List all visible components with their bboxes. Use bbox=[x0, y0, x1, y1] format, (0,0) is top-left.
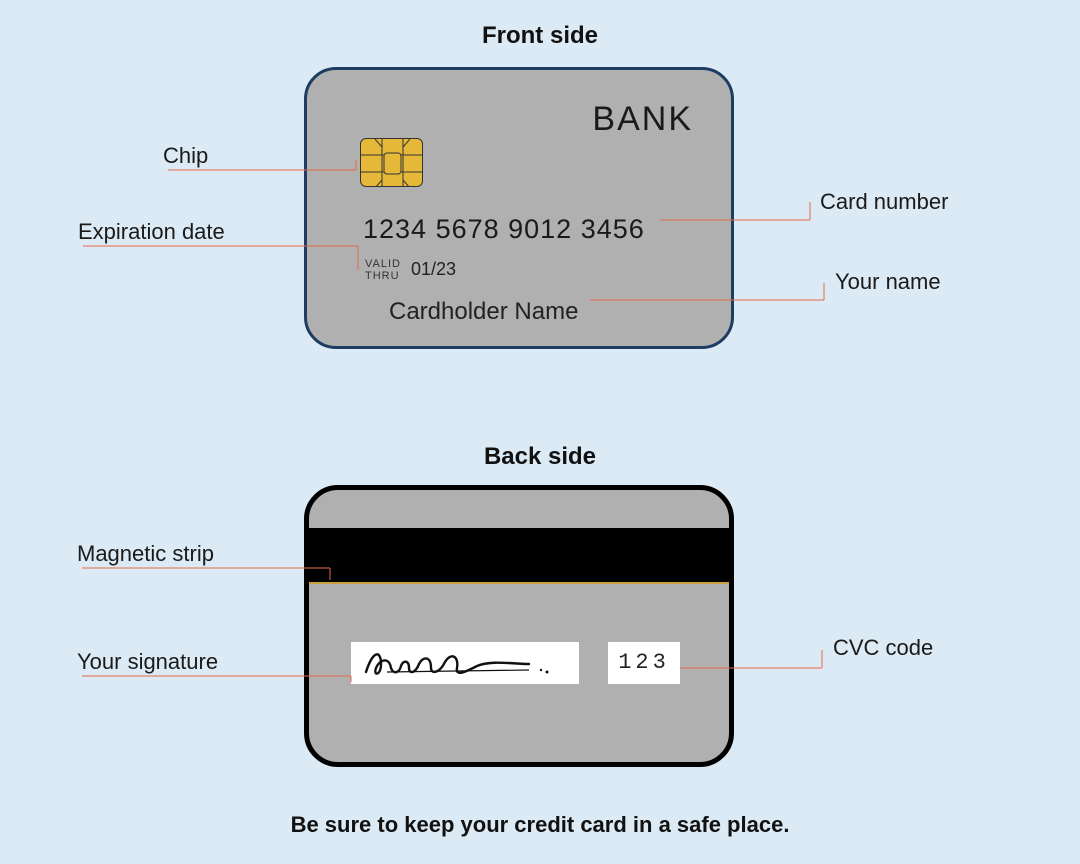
expiry-text: 01/23 bbox=[411, 259, 456, 280]
valid-thru-line2: THRU bbox=[365, 270, 401, 282]
chip-icon bbox=[360, 138, 423, 187]
magstripe-accent-line bbox=[309, 582, 729, 584]
bank-label: BANK bbox=[592, 100, 693, 139]
label-your-signature: Your signature bbox=[77, 649, 218, 675]
front-heading: Front side bbox=[0, 22, 1080, 50]
valid-thru-label: VALID THRU bbox=[365, 258, 401, 282]
card-back: 123 bbox=[304, 485, 734, 767]
diagram-stage: Front side Back side BANK 1234 5678 9012… bbox=[0, 0, 1080, 864]
magnetic-stripe bbox=[309, 528, 729, 582]
label-chip: Chip bbox=[163, 143, 208, 169]
signature-panel bbox=[351, 642, 579, 684]
cvc-panel: 123 bbox=[608, 642, 680, 684]
card-number-text: 1234 5678 9012 3456 bbox=[363, 214, 645, 245]
back-heading: Back side bbox=[0, 443, 1080, 471]
label-expiration: Expiration date bbox=[78, 219, 225, 245]
label-card-number: Card number bbox=[820, 189, 948, 215]
label-cvc-code: CVC code bbox=[833, 635, 933, 661]
label-magnetic-strip: Magnetic strip bbox=[77, 541, 214, 567]
valid-thru-line1: VALID bbox=[365, 258, 401, 270]
holder-name-text: Cardholder Name bbox=[389, 298, 578, 326]
footer-text: Be sure to keep your credit card in a sa… bbox=[0, 812, 1080, 838]
card-front: BANK 1234 5678 9012 3456 VALID THRU bbox=[304, 67, 734, 349]
label-your-name: Your name bbox=[835, 269, 941, 295]
